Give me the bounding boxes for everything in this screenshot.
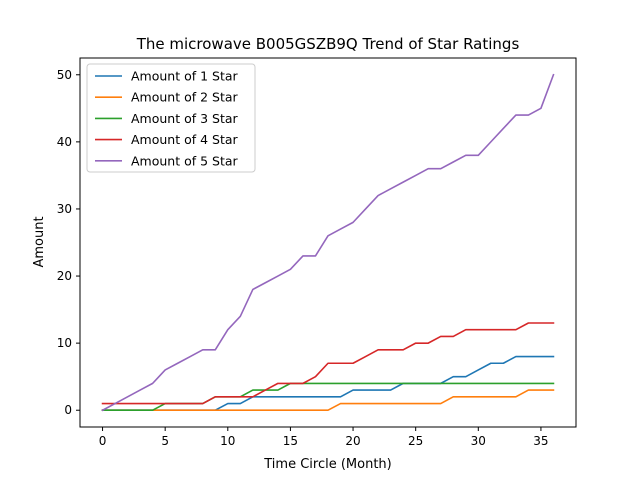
- y-tick-label: 30: [57, 202, 72, 216]
- legend-label-1-star: Amount of 1 Star: [131, 69, 239, 84]
- legend-label-5-star: Amount of 5 Star: [131, 153, 239, 168]
- x-tick-label: 15: [283, 434, 298, 448]
- x-tick-label: 35: [533, 434, 548, 448]
- legend-label-2-star: Amount of 2 Star: [131, 90, 239, 105]
- chart-title: The microwave B005GSZB9Q Trend of Star R…: [136, 35, 520, 53]
- y-tick-label: 40: [57, 135, 72, 149]
- series-line-5-star: [101, 73, 555, 412]
- legend: Amount of 1 Star Amount of 2 Star Amount o…: [86, 63, 256, 173]
- x-tick-label: 20: [345, 434, 360, 448]
- x-tick-label: 0: [99, 434, 107, 448]
- y-axis-label: Amount: [32, 216, 47, 267]
- plot-frame: [79, 57, 577, 428]
- series-line-2-star: [101, 389, 555, 412]
- y-tick-label: 50: [57, 68, 72, 82]
- legend-box: [86, 63, 256, 173]
- y-tick-label: 0: [64, 403, 72, 417]
- x-tick-label: 10: [220, 434, 235, 448]
- series-line-4-star: [101, 322, 555, 405]
- y-axis-ticks: 0 10 20 30 40 50: [57, 68, 80, 417]
- legend-label-4-star: Amount of 4 Star: [131, 132, 239, 147]
- legend-label-3-star: Amount of 3 Star: [131, 111, 239, 126]
- y-tick-label: 20: [57, 269, 72, 283]
- x-axis-label: Time Circle (Month): [263, 457, 391, 472]
- y-tick-label: 10: [57, 336, 72, 350]
- x-tick-label: 25: [408, 434, 423, 448]
- series-layer: [101, 73, 555, 412]
- x-axis-ticks: 0 5 10 15 20 25 30 35: [99, 427, 549, 448]
- x-tick-label: 5: [161, 434, 169, 448]
- x-tick-label: 30: [471, 434, 486, 448]
